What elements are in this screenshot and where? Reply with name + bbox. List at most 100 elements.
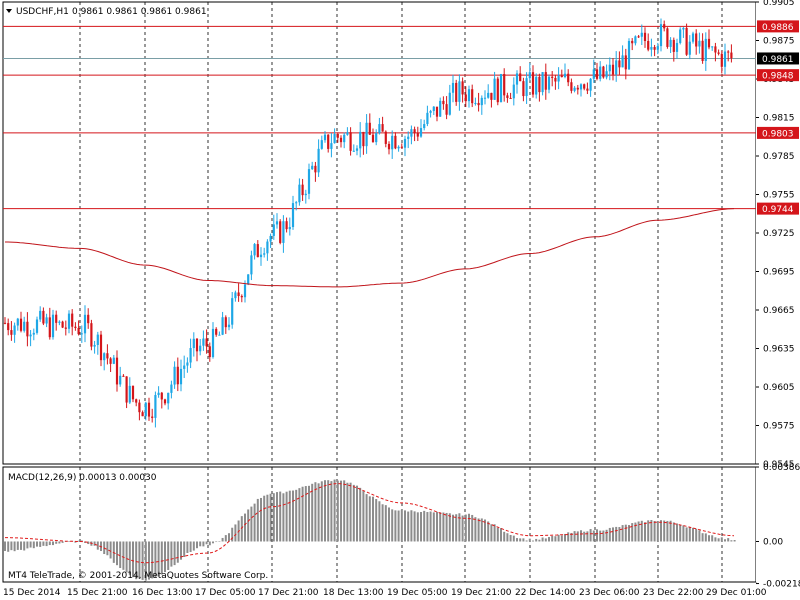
macd-bar (708, 535, 710, 542)
moving-average-line (5, 208, 735, 288)
macd-bar (333, 479, 336, 542)
macd-bar (730, 540, 733, 542)
macd-bar (381, 504, 384, 542)
macd-bar (61, 541, 64, 543)
macd-bar (170, 541, 173, 567)
macd-bar (554, 536, 557, 542)
macd-bar (487, 521, 490, 542)
candle-body (711, 46, 714, 48)
macd-bar (205, 541, 208, 545)
candle-body (499, 74, 503, 103)
candle-body (384, 131, 387, 144)
candle-body (397, 146, 400, 149)
macd-bar (717, 538, 720, 542)
macd-bar (256, 498, 259, 542)
candle-body (179, 368, 183, 385)
y-tick-label: 0.9755 (763, 191, 795, 201)
price-tags: 0.9886 0.9848 0.9803 0.9744 0.9861 (757, 20, 799, 215)
candle-body (186, 362, 189, 366)
macd-bar (727, 538, 730, 542)
candle-body (672, 39, 675, 52)
candle-body (183, 365, 186, 369)
chart-menu-arrow-icon[interactable] (6, 9, 12, 13)
candle-body (685, 27, 688, 55)
candle-body (698, 40, 701, 47)
macd-bar (340, 480, 342, 542)
macd-bar (605, 529, 608, 542)
candle-body (643, 32, 647, 41)
candle-body (589, 78, 592, 91)
macd-bar (384, 505, 387, 542)
macd-bar (423, 510, 426, 542)
macd-bar (602, 530, 605, 542)
macd-bar (535, 538, 538, 542)
macd-bar (394, 510, 397, 542)
macd-bar (138, 541, 141, 579)
candle-body (637, 36, 640, 38)
macd-axis-labels: 0.00386 0.00 -0.00218 (756, 463, 800, 590)
candle-body (256, 244, 259, 258)
x-tick-label: 17 Dec 21:00 (258, 588, 319, 598)
candle-body (659, 24, 663, 47)
candle-body (490, 92, 493, 100)
candle-body (167, 392, 170, 404)
candle-body (432, 106, 435, 111)
candle-body (144, 402, 147, 417)
candle-body (42, 310, 45, 324)
macd-bar (477, 518, 480, 542)
macd-bar (640, 520, 643, 542)
candle-body (487, 92, 490, 98)
x-tick-label: 16 Dec 13:00 (132, 588, 193, 598)
macd-bar (695, 528, 698, 542)
candle-body (573, 87, 576, 91)
candle-body (400, 146, 403, 148)
macd-bar (39, 541, 42, 547)
candle-body (608, 64, 611, 72)
candle-body (135, 399, 138, 403)
x-tick-label: 19 Dec 05:00 (387, 588, 448, 598)
candle-body (55, 314, 58, 323)
y-tick-label: 0.9695 (763, 268, 795, 278)
candle-body (154, 395, 157, 418)
macd-bar (647, 520, 650, 542)
macd-bar (468, 513, 470, 542)
candle-body (464, 94, 467, 102)
candle-body (535, 76, 538, 95)
candle-body (291, 203, 295, 228)
macd-bar (628, 525, 630, 542)
macd-bar (682, 525, 685, 542)
candle-body (349, 132, 352, 151)
candle-body (599, 66, 602, 79)
candle-body (381, 124, 384, 132)
candle-body (480, 97, 483, 106)
candle-body (109, 358, 112, 364)
macd-bar (564, 533, 566, 542)
macd-bar (157, 541, 160, 577)
candle-body (602, 66, 605, 78)
candle-body (717, 52, 720, 54)
macd-bar (36, 541, 38, 547)
macd-bar (669, 520, 672, 542)
macd-bar (116, 541, 118, 566)
macd-bar (276, 492, 278, 542)
macd-bar (573, 531, 576, 542)
macd-bar (301, 486, 304, 542)
candle-body (314, 165, 317, 173)
macd-bar (260, 497, 262, 542)
candle-body (39, 310, 42, 320)
macd-bar (311, 483, 314, 542)
macd-histogram (4, 479, 736, 581)
macd-bar (279, 491, 282, 542)
macd-bar (448, 513, 451, 542)
macd-bar (167, 541, 170, 570)
macd-bar (567, 532, 570, 542)
macd-bar (560, 535, 563, 542)
candle-body (32, 332, 35, 335)
x-tick-label: 18 Dec 13:00 (323, 588, 384, 598)
macd-bar (480, 518, 483, 542)
macd-bar (29, 541, 32, 548)
macd-bar (461, 515, 464, 542)
candle-body (83, 314, 87, 334)
price-tag-label: 0.9886 (762, 23, 794, 33)
